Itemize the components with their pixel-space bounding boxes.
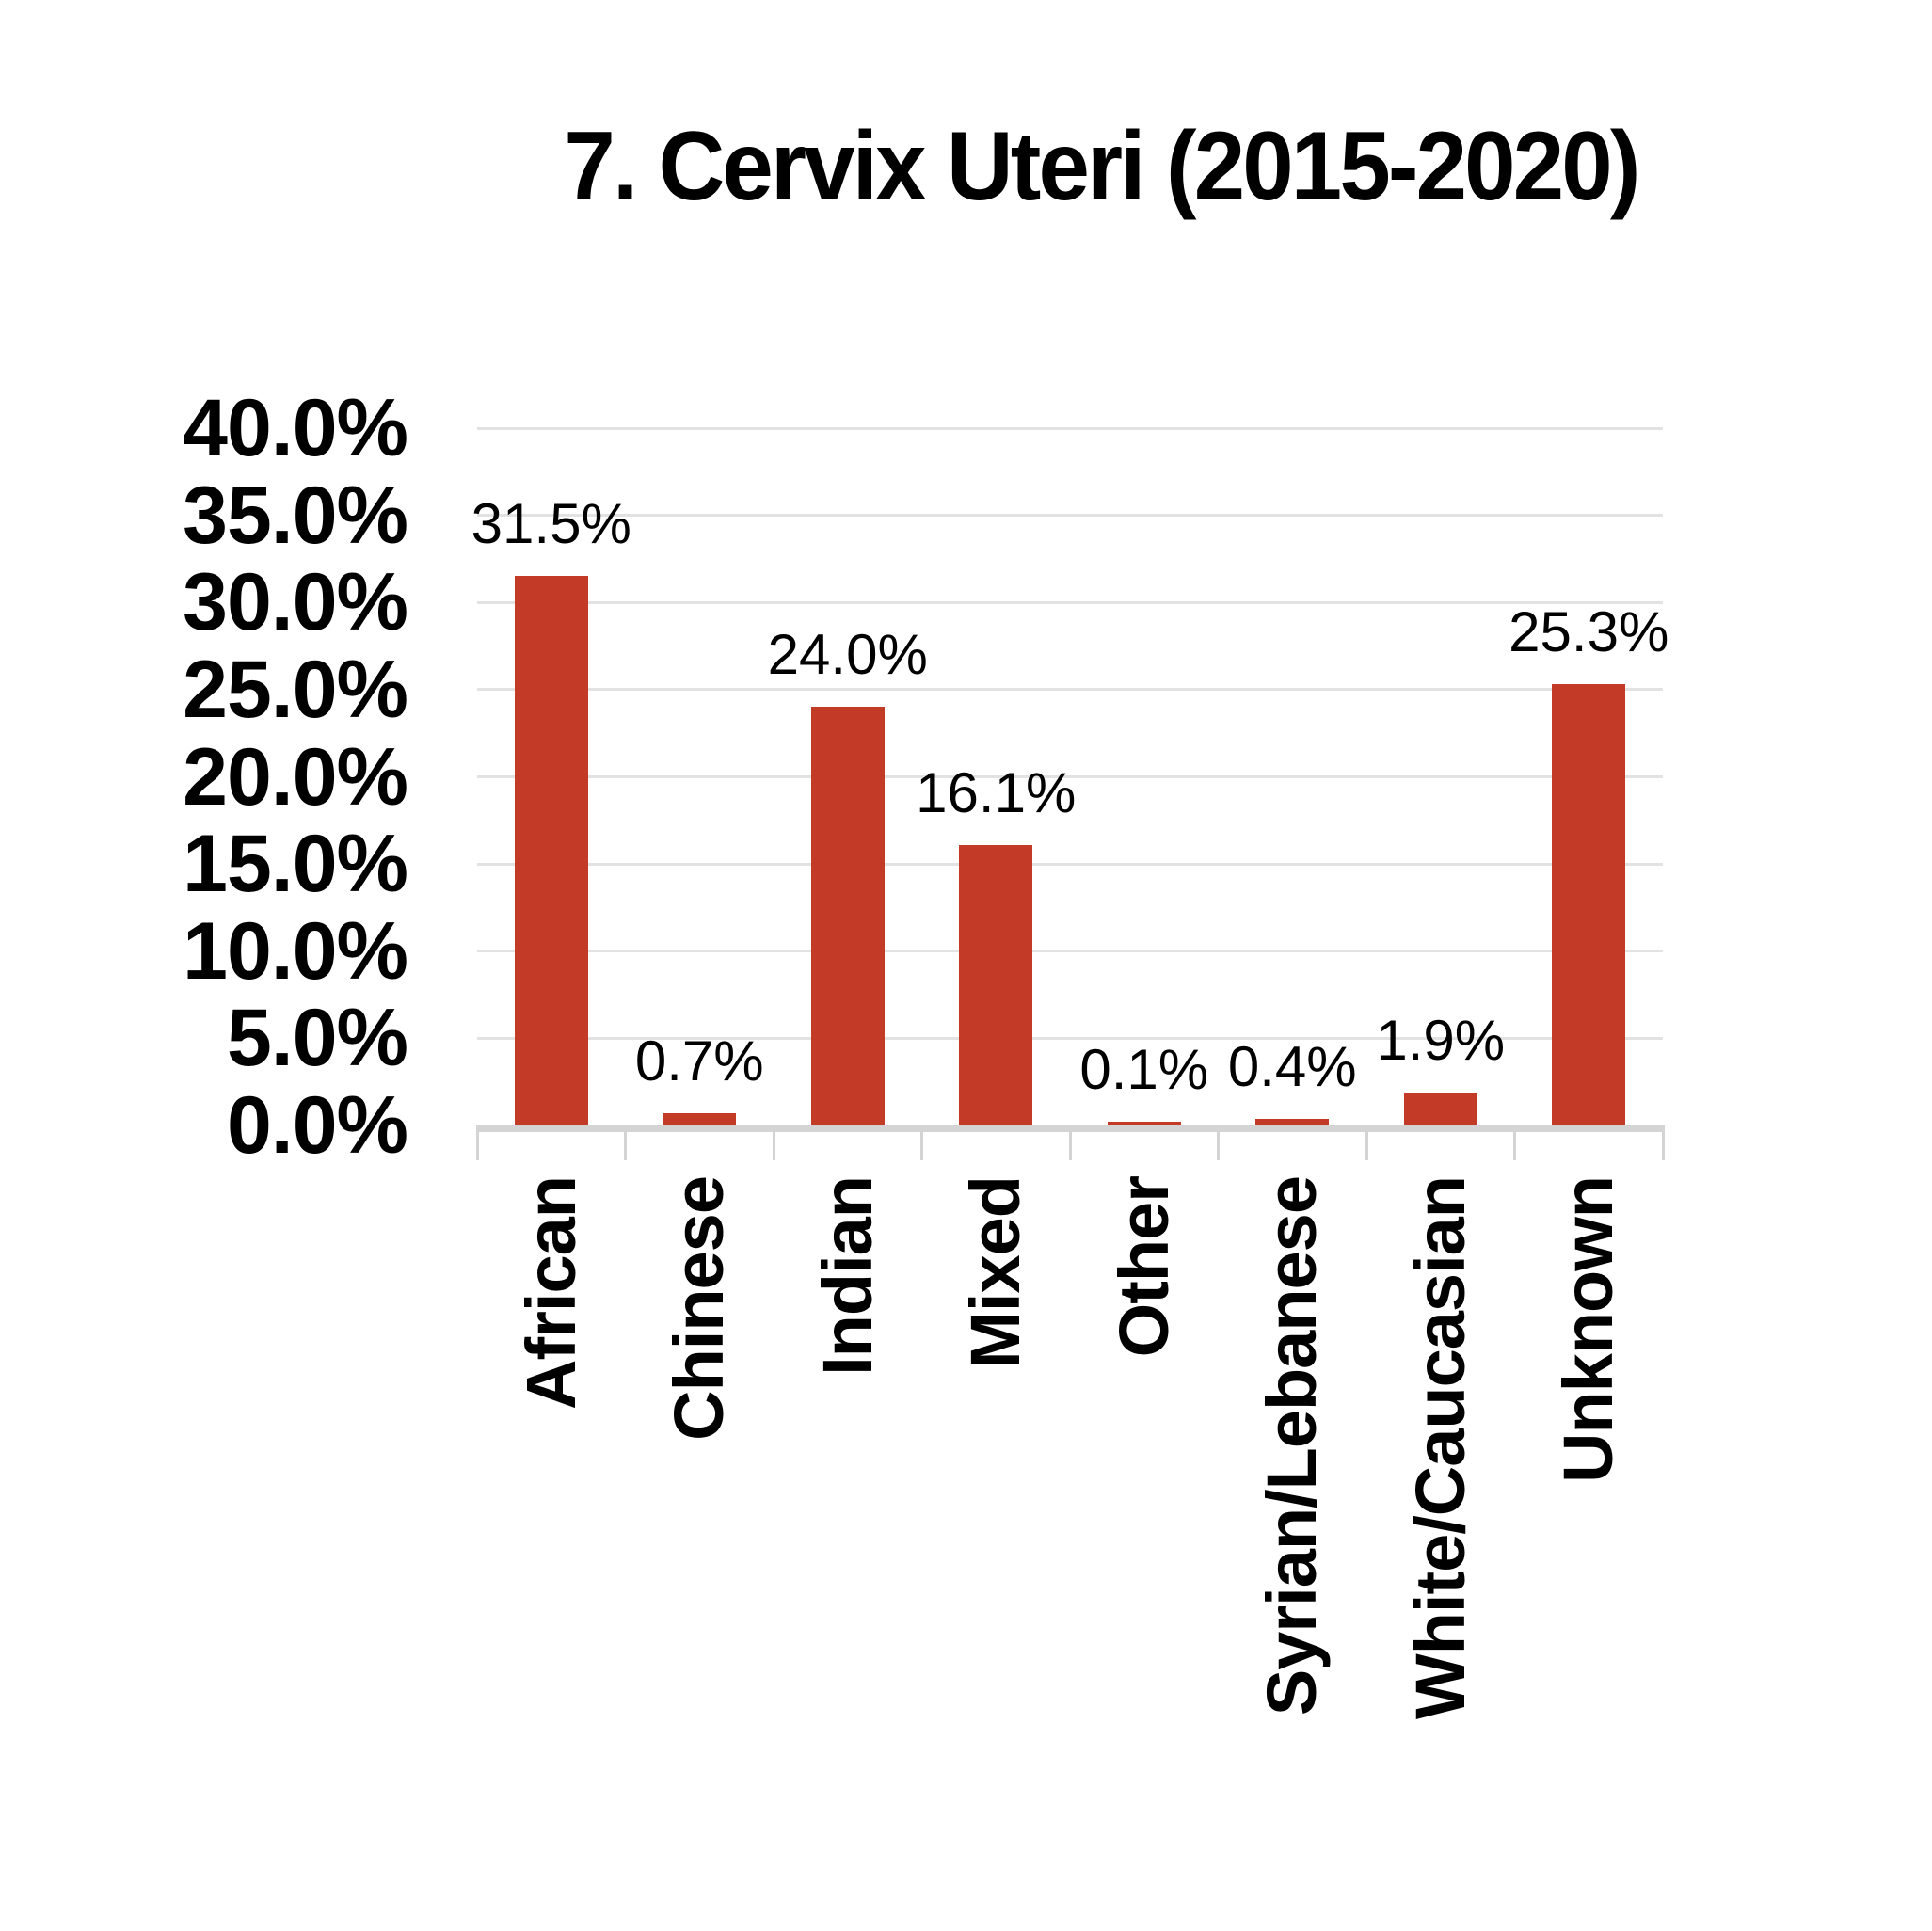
y-axis-tick-label: 0.0%: [226, 1080, 408, 1171]
y-axis-tick-label: 10.0%: [183, 905, 408, 997]
x-axis-category-label: Mixed: [956, 1176, 1035, 1369]
bar: [663, 1113, 737, 1125]
x-axis-category-label: Chinese: [660, 1176, 739, 1441]
x-axis-tick: [1068, 1125, 1072, 1160]
y-axis-tick-label: 20.0%: [183, 731, 408, 822]
y-axis-tick-label: 25.0%: [183, 644, 408, 735]
x-axis-category-label: Syrian/Lebanese: [1253, 1176, 1332, 1716]
x-axis-category-label: White/Caucasian: [1400, 1176, 1479, 1720]
x-axis-category-label: Unknown: [1549, 1176, 1628, 1483]
x-axis-tick: [475, 1125, 479, 1160]
bar: [1255, 1118, 1330, 1125]
x-axis-tick: [1365, 1125, 1368, 1160]
x-axis-tick: [1513, 1125, 1516, 1160]
bar-value-label: 0.1%: [1079, 1038, 1209, 1101]
bar: [810, 707, 885, 1125]
x-axis-category-label: Indian: [807, 1176, 886, 1376]
x-axis-category-label: Other: [1104, 1176, 1183, 1358]
x-axis-tick: [920, 1125, 923, 1160]
bar-value-label: 24.0%: [767, 623, 928, 687]
bar: [959, 844, 1033, 1125]
gridline: [477, 1036, 1663, 1040]
y-axis-tick-label: 30.0%: [183, 557, 408, 648]
y-axis-tick-label: 40.0%: [183, 383, 408, 473]
gridline: [477, 600, 1663, 604]
bar-value-label: 25.3%: [1509, 600, 1669, 664]
bar: [1403, 1092, 1477, 1125]
y-axis-tick-label: 35.0%: [183, 470, 408, 561]
x-axis-tick: [772, 1125, 775, 1160]
gridline: [477, 862, 1663, 866]
bar-value-label: 0.4%: [1227, 1034, 1357, 1098]
bar-value-label: 1.9%: [1376, 1008, 1506, 1072]
y-axis-tick-label: 15.0%: [183, 819, 408, 910]
x-axis-tick: [624, 1125, 627, 1160]
gridline: [477, 775, 1663, 778]
gridline: [477, 688, 1663, 692]
y-axis-tick-label: 5.0%: [226, 993, 408, 1084]
bar-value-label: 0.7%: [634, 1029, 764, 1093]
x-axis-tick: [1661, 1125, 1665, 1160]
bar: [1107, 1122, 1181, 1125]
bar: [514, 576, 588, 1125]
gridline: [477, 426, 1663, 430]
bar-value-label: 31.5%: [471, 492, 631, 556]
x-axis-category-label: African: [511, 1176, 590, 1410]
gridline: [477, 514, 1663, 518]
chart-title: 7. Cervix Uteri (2015-2020): [564, 112, 1640, 221]
bar: [1552, 684, 1626, 1125]
x-axis-tick: [1217, 1125, 1220, 1160]
gridline: [477, 950, 1663, 953]
bar-value-label: 16.1%: [916, 760, 1077, 824]
